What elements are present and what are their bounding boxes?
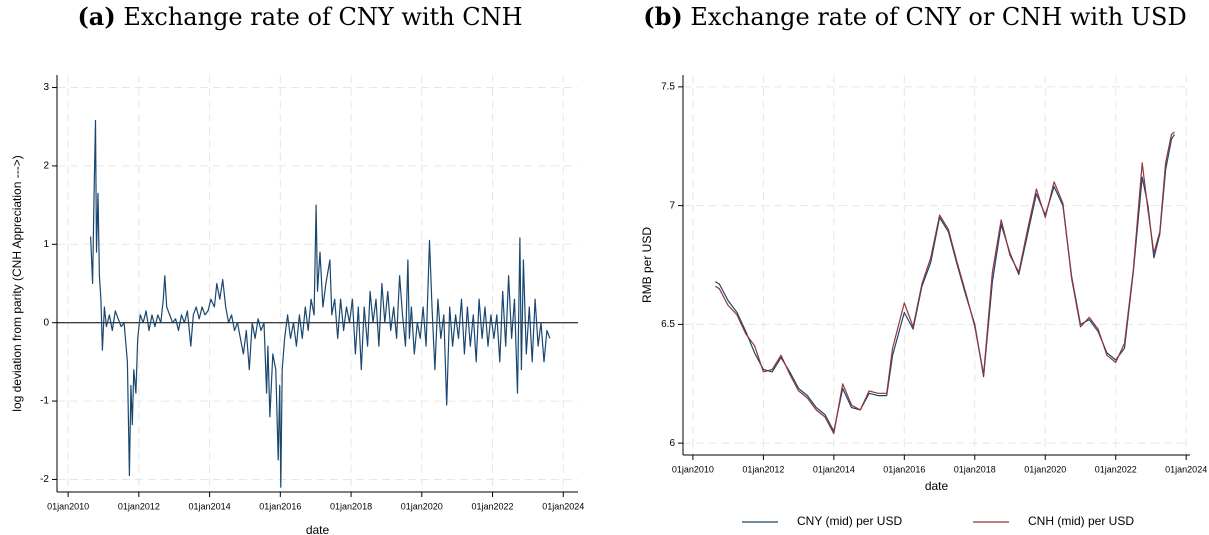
x-tick-label: 01jan2018: [954, 464, 996, 474]
x-tick-label: 01jan2014: [189, 501, 231, 511]
x-tick-label: 01jan2012: [742, 464, 784, 474]
x-tick-label: 01jan2024: [1165, 464, 1207, 474]
y-axis-title: log deviation from parity (CNH Appreciat…: [10, 155, 24, 411]
y-tick-label: 0: [43, 317, 49, 328]
chart-title: (b) Exchange rate of CNY or CNH with USD: [643, 2, 1186, 31]
y-tick-label: 6.5: [661, 319, 675, 330]
y-tick-label: 2: [43, 161, 49, 172]
title-text: Exchange rate of CNY with CNH: [123, 3, 522, 31]
y-tick-label: 1: [43, 239, 49, 250]
x-tick-label: 01jan2010: [672, 464, 714, 474]
y-tick-label: -2: [40, 474, 49, 485]
x-tick-label: 01jan2016: [883, 464, 925, 474]
legend-label: CNH (mid) per USD: [1028, 514, 1134, 528]
title-text: Exchange rate of CNY or CNH with USD: [690, 3, 1186, 31]
chart-title: (a) Exchange rate of CNY with CNH: [77, 2, 522, 31]
panel-label: (b): [643, 2, 683, 31]
x-tick-label: 01jan2020: [401, 501, 443, 511]
x-tick-label: 01jan2012: [118, 501, 160, 511]
legend-label: CNY (mid) per USD: [797, 514, 902, 528]
y-tick-label: -1: [40, 396, 49, 407]
chart-panel: (b) Exchange rate of CNY or CNH with USD…: [640, 2, 1207, 529]
x-axis-title: date: [925, 479, 949, 493]
y-tick-label: 3: [43, 82, 49, 93]
x-tick-label: 01jan2018: [330, 501, 372, 511]
y-tick-label: 6: [669, 438, 675, 449]
y-axis-title: RMB per USD: [640, 227, 654, 303]
x-axis-title: date: [306, 523, 330, 535]
x-tick-label: 01jan2022: [1095, 464, 1137, 474]
x-tick-label: 01jan2010: [47, 501, 89, 511]
x-tick-label: 01jan2014: [813, 464, 855, 474]
x-tick-label: 01jan2024: [542, 501, 584, 511]
series-line: [715, 131, 1175, 435]
y-tick-label: 7: [669, 200, 675, 211]
panel-label: (a): [77, 2, 115, 31]
x-tick-label: 01jan2020: [1024, 464, 1066, 474]
x-tick-label: 01jan2022: [472, 501, 514, 511]
series-line: [714, 134, 1176, 432]
chart-panel: (a) Exchange rate of CNY with CNH -2 -1 0 1 2…: [10, 2, 584, 535]
y-tick-label: 7.5: [661, 82, 675, 93]
series-line: [90, 119, 551, 488]
x-tick-label: 01jan2016: [259, 501, 301, 511]
